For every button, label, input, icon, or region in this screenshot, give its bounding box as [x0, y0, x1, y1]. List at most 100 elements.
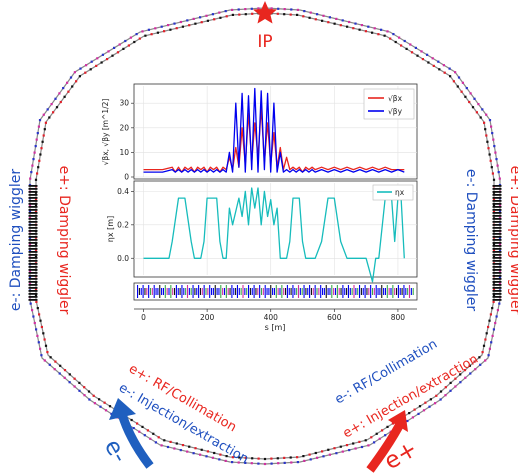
- ring-magnet: [83, 386, 86, 389]
- ring-magnet: [429, 398, 432, 401]
- ring-magnet: [28, 282, 32, 285]
- lattice-element: [318, 288, 320, 295]
- ring-magnet: [40, 325, 43, 329]
- ring-magnet: [492, 255, 496, 258]
- series-line-cyan: [143, 187, 405, 283]
- beta-legend: √βx √βy: [363, 88, 415, 120]
- lattice-element: [323, 288, 325, 295]
- ring-magnet: [414, 46, 417, 49]
- ring-magnet: [498, 302, 501, 305]
- wiggler-block: [28, 287, 38, 289]
- ring-magnet: [93, 402, 96, 405]
- ring-magnet: [32, 158, 35, 161]
- right-red-label: e+: Damping wiggler: [507, 166, 518, 315]
- ring-magnet: [36, 172, 39, 175]
- ring-magnet: [37, 341, 40, 344]
- ring-magnet: [188, 24, 191, 27]
- ring-magnet: [322, 455, 325, 458]
- ring-magnet: [87, 390, 91, 393]
- ring-magnet: [449, 389, 452, 392]
- lattice-element: [240, 288, 242, 295]
- ring-magnet: [391, 422, 394, 425]
- ring-magnet: [479, 363, 482, 366]
- ring-magnet: [83, 394, 86, 397]
- ring-magnet: [179, 449, 182, 452]
- ring-magnet: [492, 328, 495, 331]
- ring-magnet: [367, 25, 370, 28]
- ring-magnet: [360, 24, 363, 27]
- ring-magnet: [283, 13, 286, 16]
- wiggler-block: [28, 296, 38, 298]
- wiggler-block: [492, 296, 502, 298]
- wiggler-block: [492, 281, 502, 283]
- ring-magnet: [141, 30, 144, 33]
- lattice-element: [179, 288, 181, 295]
- ring-magnet: [488, 319, 491, 322]
- wiggler-block: [492, 272, 502, 274]
- lattice-element: [192, 285, 194, 298]
- ring-magnet: [205, 14, 208, 17]
- ring-magnet: [136, 422, 139, 425]
- ring-magnet: [166, 445, 170, 449]
- ring-magnet: [289, 13, 292, 16]
- wiggler-block: [492, 227, 502, 229]
- ring-magnet: [224, 10, 227, 13]
- lattice-element: [357, 288, 359, 295]
- ring-magnet: [367, 444, 370, 447]
- ring-magnet: [42, 134, 45, 137]
- ring-magnet: [364, 30, 367, 33]
- ring-magnet: [138, 37, 141, 40]
- lattice-element: [331, 285, 333, 298]
- lattice-element: [297, 285, 300, 298]
- ring-magnet: [491, 307, 494, 310]
- lattice-element: [303, 285, 305, 298]
- ring-magnet: [473, 360, 476, 363]
- ring-magnet: [449, 75, 452, 78]
- ring-magnet: [43, 128, 46, 131]
- ring-magnet: [95, 64, 98, 67]
- lattice-element: [194, 288, 196, 295]
- ring-magnet: [89, 68, 92, 71]
- lattice-element: [286, 285, 288, 298]
- ring-magnet: [432, 64, 435, 67]
- ring-magnet: [34, 288, 38, 291]
- ring-magnet: [96, 57, 99, 60]
- ring-magnet: [371, 31, 374, 34]
- lattice-element: [262, 288, 264, 295]
- ring-magnet: [360, 445, 364, 449]
- ring-magnet: [122, 47, 125, 50]
- ring-magnet: [34, 178, 38, 181]
- ring-magnet: [303, 459, 306, 462]
- ring-magnet: [421, 58, 424, 61]
- wiggler-block: [28, 191, 38, 193]
- ring-magnet: [129, 36, 132, 39]
- ring-magnet: [333, 447, 336, 450]
- ring-magnet: [35, 138, 38, 141]
- wiggler-block: [492, 275, 502, 277]
- dispersion-legend: ηx: [372, 184, 414, 201]
- lattice-element: [166, 288, 168, 295]
- ring-magnet: [410, 51, 414, 54]
- x-tick-label: 0: [141, 313, 146, 322]
- lattice-element: [233, 288, 235, 295]
- lattice-element: [310, 288, 312, 295]
- ring-magnet: [78, 389, 81, 392]
- ring-magnet: [403, 39, 406, 43]
- ring-magnet: [468, 100, 471, 104]
- wiggler-block: [28, 227, 38, 229]
- lattice-element: [334, 288, 337, 295]
- lattice-element: [371, 288, 374, 295]
- ring-magnet: [490, 166, 493, 169]
- lattice-element: [273, 288, 275, 295]
- wiggler-block: [28, 239, 38, 241]
- ring-magnet: [30, 171, 33, 174]
- lattice-element: [290, 288, 292, 295]
- ring-magnet: [494, 321, 497, 325]
- lattice-element: [375, 285, 377, 298]
- ring-magnet: [270, 457, 273, 460]
- ring-magnet: [384, 434, 387, 437]
- ring-magnet: [141, 425, 144, 428]
- lattice-element: [168, 288, 170, 295]
- ring-magnet: [169, 440, 172, 443]
- ring-magnet: [28, 203, 32, 206]
